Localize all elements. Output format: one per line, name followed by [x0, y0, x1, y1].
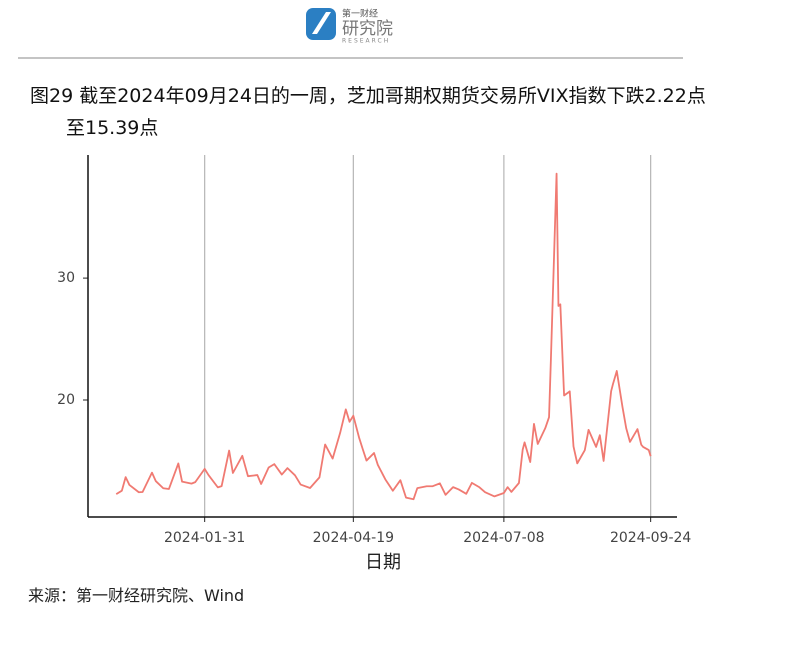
- logo-top: 第一财经: [342, 8, 378, 20]
- logo-main: 研究院: [342, 19, 393, 39]
- x-tick-label: 2024-04-19: [313, 530, 394, 546]
- y-tick-label: 30: [57, 270, 75, 286]
- source-note: 来源：第一财经研究院、Wind: [28, 586, 245, 605]
- logo: 第一财经 研究院 RESEARCH: [306, 8, 393, 45]
- data-line: [115, 172, 652, 501]
- chart-title: 图29 截至2024年09月24日的一周，芝加哥期权期货交易所VIX指数下跌2.…: [30, 85, 706, 139]
- y-tick-label: 20: [57, 392, 75, 408]
- x-axis-label: 日期: [365, 552, 401, 573]
- logo-sub: RESEARCH: [342, 38, 390, 45]
- logo-stroke: [312, 12, 331, 34]
- x-tick-label: 2024-07-08: [463, 530, 544, 546]
- plot: 2024-01-31 2024-04-19 2024-07-08 2024-09-24…: [57, 155, 691, 546]
- x-tick-label: 2024-09-24: [610, 530, 691, 546]
- x-tick-label: 2024-01-31: [164, 530, 245, 546]
